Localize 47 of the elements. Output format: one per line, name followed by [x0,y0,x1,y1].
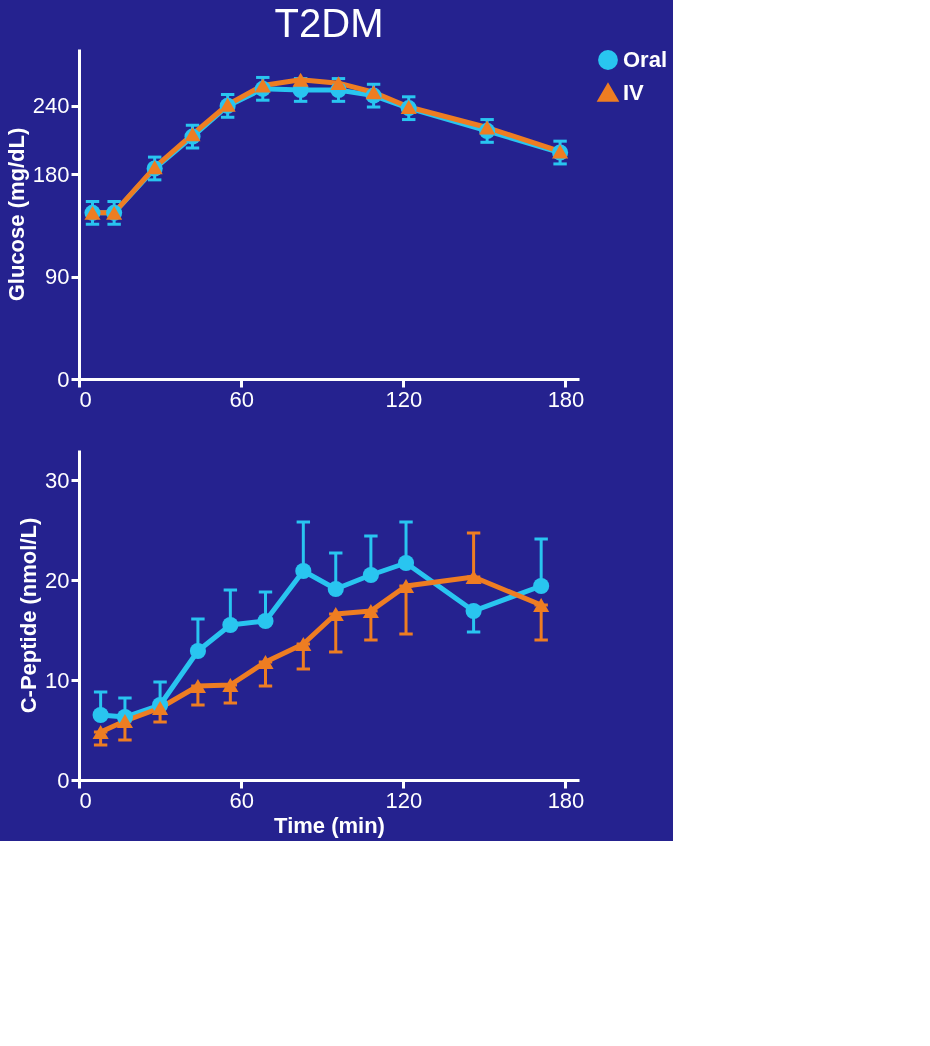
point [533,598,550,612]
point [257,612,274,630]
point [189,642,206,660]
chart-title: T2DM [274,1,384,45]
x-tick-label: 60 [229,787,254,813]
point [222,678,239,692]
x-tick-label: 180 [547,787,585,813]
point [465,570,482,584]
y-tick-label: 240 [32,93,70,119]
point [292,72,309,87]
y-tick-label: 180 [32,161,70,187]
point [222,616,239,634]
x-tick-label: 0 [79,386,92,412]
point [330,76,347,91]
point [365,85,382,100]
point [92,706,109,724]
x-tick-label: 60 [229,386,254,412]
point [92,725,109,739]
point [362,604,379,618]
point [116,714,134,728]
point [257,655,274,669]
point [295,562,312,580]
x-axis-title: Time (min) [274,812,385,838]
y-axis-title: C-Peptide (nmol/L) [16,517,42,714]
legend-label: Oral [623,47,668,72]
x-tick-label: 0 [79,787,92,813]
y-tick-label: 0 [57,366,70,392]
point [362,566,379,584]
point [533,577,550,595]
point [295,637,312,651]
x-tick-label: 120 [385,386,423,412]
y-tick-label: 0 [57,767,70,793]
point [327,580,344,598]
y-tick-label: 20 [45,567,70,593]
x-tick-label: 180 [547,386,585,412]
y-axis-title: Glucose (mg/dL) [3,127,29,302]
y-tick-label: 30 [45,467,70,493]
x-tick-label: 120 [385,787,423,813]
point [479,120,496,135]
legend-label: IV [623,80,645,105]
point [152,701,169,715]
point [465,602,482,620]
point [189,679,206,693]
y-tick-label: 10 [45,667,70,693]
point [254,78,271,93]
point [397,554,415,572]
y-tick-label: 90 [45,264,70,290]
